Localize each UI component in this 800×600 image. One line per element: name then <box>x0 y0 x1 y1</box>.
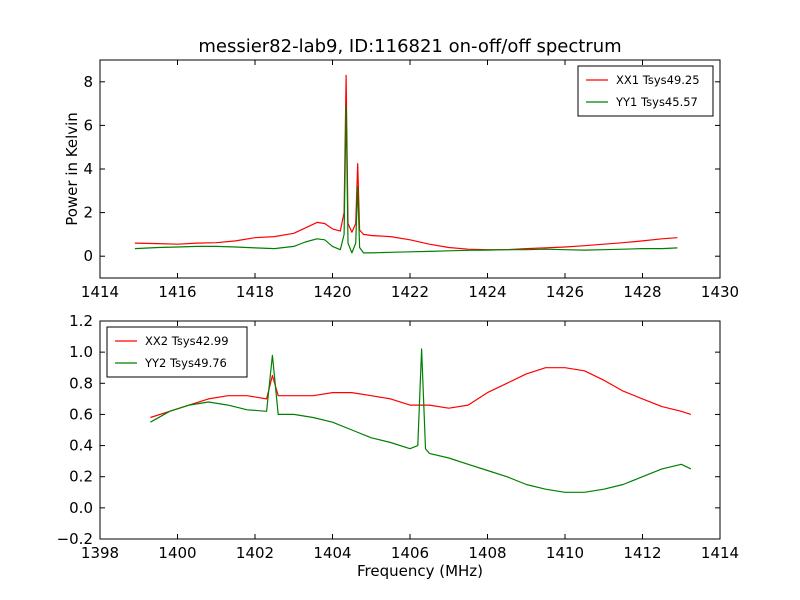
y-axis-label: Power in Kelvin <box>63 112 81 226</box>
legend-label: XX2 Tsys42.99 <box>145 334 229 348</box>
legend: XX1 Tsys49.25 YY1 Tsys45.57 <box>577 65 714 117</box>
figure-title: messier82-lab9, ID:116821 on-off/off spe… <box>198 36 621 57</box>
x-tick-label: 1412 <box>623 544 661 562</box>
bottom-plot: 1398 1400 1402 1404 1406 1408 1410 1412 1414 −0.2… <box>57 312 740 580</box>
x-tick-label: 1428 <box>623 283 661 301</box>
x-tick-label: 1426 <box>546 283 584 301</box>
y-tick-label: 0.6 <box>69 405 93 423</box>
x-tick-label: 1414 <box>701 544 739 562</box>
series-line-1 <box>134 74 678 251</box>
legend-label: YY1 Tsys45.57 <box>615 95 698 109</box>
x-tick-label: 1422 <box>391 283 429 301</box>
x-axis-label: Frequency (MHz) <box>357 562 483 580</box>
y-tick-label: 0.0 <box>69 499 93 517</box>
top-plot: 1414 1416 1418 1420 1422 1424 1426 1428 1430 0 2 4 6… <box>63 59 739 301</box>
x-tick-label: 1406 <box>391 544 429 562</box>
x-tick-label: 1400 <box>158 544 196 562</box>
x-tick-label: 1424 <box>468 283 506 301</box>
x-tick-label: 1410 <box>546 544 584 562</box>
y-tick-label: 0.2 <box>69 468 93 486</box>
series-line-2 <box>150 348 692 493</box>
y-tick-label: −0.2 <box>57 530 93 548</box>
y-tick-label: 6 <box>83 116 93 134</box>
x-tick-label: 1416 <box>158 283 196 301</box>
legend-box <box>577 65 714 117</box>
x-tick-label: 1402 <box>236 544 274 562</box>
x-tick-label: 1418 <box>236 283 274 301</box>
x-tick-label: 1404 <box>313 544 351 562</box>
y-tick-label: 0.4 <box>69 437 93 455</box>
x-tick-label: 1420 <box>313 283 351 301</box>
series-line-1 <box>150 367 692 419</box>
y-tick-label: 0.8 <box>69 374 93 392</box>
y-tick-label: 8 <box>83 73 93 91</box>
x-tick-label: 1408 <box>468 544 506 562</box>
x-tick-label: 1430 <box>701 283 739 301</box>
legend: XX2 Tsys42.99 YY2 Tsys49.76 <box>106 326 248 378</box>
y-tick-label: 2 <box>83 204 93 222</box>
y-tick-label: 4 <box>83 160 93 178</box>
x-tick-label: 1414 <box>81 283 119 301</box>
y-tick-label: 0 <box>83 247 93 265</box>
x-tick-label: 1398 <box>81 544 119 562</box>
legend-label: XX1 Tsys49.25 <box>616 73 700 87</box>
legend-label: YY2 Tsys49.76 <box>144 356 227 370</box>
series-line-2 <box>134 105 678 254</box>
y-tick-label: 1.0 <box>69 343 93 361</box>
y-tick-label: 1.2 <box>69 312 93 330</box>
series-group <box>134 74 678 254</box>
legend-box <box>106 326 248 378</box>
series-group <box>150 348 692 493</box>
